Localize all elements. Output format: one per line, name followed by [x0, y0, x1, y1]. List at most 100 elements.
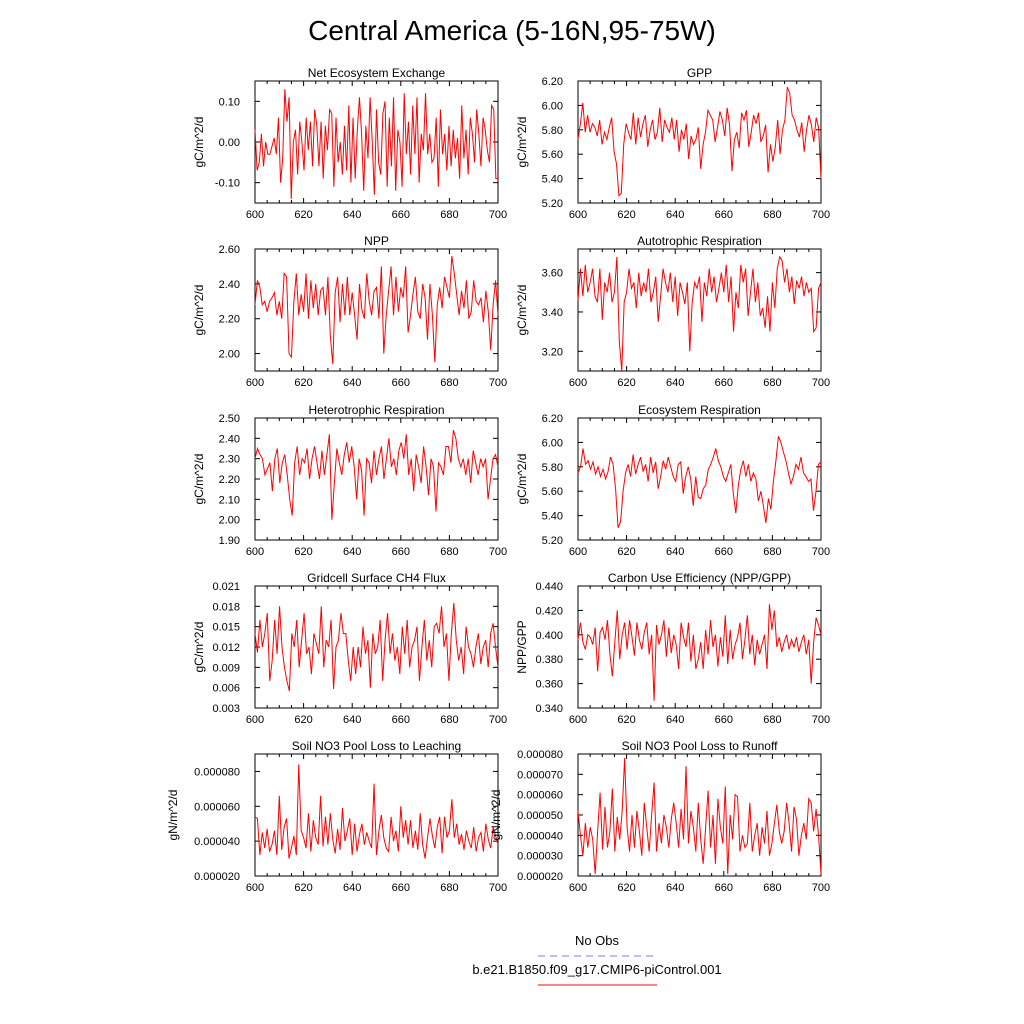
chart-panel: Gridcell Surface CH4 Flux 600 620 640 660 680… — [192, 571, 507, 726]
y-tick-label: 0.000020 — [194, 871, 240, 883]
x-tick-label: 620 — [294, 209, 312, 221]
series-line — [577, 436, 822, 528]
x-tick-label: 640 — [666, 882, 684, 894]
x-tick-label: 620 — [617, 882, 635, 894]
legend-model-label: b.e21.B1850.f09_g17.CMIP6-piControl.001 — [472, 962, 721, 977]
x-tick-label: 700 — [489, 209, 507, 221]
x-tick-label: 680 — [763, 882, 781, 894]
series-line — [577, 604, 822, 701]
y-tick-label: 0.340 — [535, 703, 563, 715]
series-line — [577, 86, 822, 197]
x-tick-label: 680 — [763, 546, 781, 558]
y-tick-label: 2.00 — [219, 349, 240, 361]
chart-panel: Carbon Use Efficiency (NPP/GPP) 600 620 640… — [515, 571, 830, 726]
y-tick-label: 0.00 — [219, 137, 240, 149]
chart-panel: Autotrophic Respiration 600 620 640 660 680 70… — [515, 234, 830, 389]
x-tick-label: 620 — [294, 882, 312, 894]
plot-frame — [577, 248, 822, 372]
x-tick-label: 660 — [715, 546, 733, 558]
x-tick-label: 600 — [246, 209, 264, 221]
figure-title: Central America (5-16N,95-75W) — [308, 15, 716, 46]
y-axis-label: NPP/GPP — [515, 620, 529, 673]
panel-title: Soil NO3 Pool Loss to Leaching — [292, 739, 461, 753]
x-tick-label: 600 — [246, 546, 264, 558]
legend: No Obs b.e21.B1850.f09_g17.CMIP6-piContr… — [472, 933, 722, 986]
y-tick-label: 2.30 — [219, 454, 240, 466]
x-tick-label: 640 — [666, 714, 684, 726]
series-line — [254, 602, 499, 692]
y-axis-label: gN/m^2/d — [166, 790, 180, 841]
x-tick-label: 660 — [715, 714, 733, 726]
x-tick-label: 700 — [489, 377, 507, 389]
x-tick-label: 600 — [569, 546, 587, 558]
series-line — [577, 255, 822, 372]
x-tick-label: 700 — [812, 882, 830, 894]
y-tick-label: 0.009 — [212, 662, 240, 674]
chart-panel: Ecosystem Respiration 600 620 640 660 680 700 5… — [515, 403, 830, 558]
y-tick-label: 5.40 — [542, 511, 563, 523]
x-tick-label: 700 — [812, 209, 830, 221]
x-tick-label: 660 — [392, 377, 410, 389]
chart-panel: Heterotrophic Respiration 600 620 640 660 680… — [192, 403, 507, 558]
x-tick-label: 620 — [294, 714, 312, 726]
x-tick-label: 700 — [812, 546, 830, 558]
y-tick-label: 0.000060 — [517, 790, 563, 802]
y-tick-label: 0.000080 — [194, 766, 240, 778]
x-tick-label: 600 — [246, 882, 264, 894]
y-tick-label: 5.60 — [542, 486, 563, 498]
panel-title: GPP — [687, 66, 712, 80]
x-tick-label: 600 — [569, 377, 587, 389]
y-tick-label: 2.60 — [219, 244, 240, 256]
y-tick-label: 0.380 — [535, 654, 563, 666]
x-tick-label: 680 — [440, 377, 458, 389]
y-tick-label: -0.10 — [215, 178, 240, 190]
x-tick-label: 640 — [343, 209, 361, 221]
panel-title: NPP — [364, 234, 389, 248]
y-tick-label: 6.00 — [542, 100, 563, 112]
y-tick-label: 2.40 — [219, 433, 240, 445]
x-tick-label: 660 — [392, 209, 410, 221]
y-tick-label: 0.360 — [535, 679, 563, 691]
series-line — [254, 764, 499, 859]
x-tick-label: 600 — [246, 714, 264, 726]
x-tick-label: 660 — [715, 377, 733, 389]
series-line — [254, 89, 498, 199]
y-tick-label: 5.80 — [542, 462, 563, 474]
x-tick-label: 680 — [440, 546, 458, 558]
y-tick-label: 2.40 — [219, 279, 240, 291]
x-tick-label: 600 — [569, 209, 587, 221]
chart-panel: NPP 600 620 640 660 680 700 2.00 2.20 2.40 2.60 gC/… — [192, 234, 507, 389]
y-tick-label: 3.20 — [542, 346, 563, 358]
x-tick-label: 660 — [392, 546, 410, 558]
x-tick-label: 600 — [569, 714, 587, 726]
x-tick-label: 620 — [294, 546, 312, 558]
legend-obs-label: No Obs — [575, 933, 620, 948]
y-tick-label: 0.006 — [212, 683, 240, 695]
y-tick-label: 0.000060 — [194, 801, 240, 813]
x-tick-label: 700 — [812, 377, 830, 389]
y-tick-label: 6.00 — [542, 437, 563, 449]
y-tick-label: 0.400 — [535, 630, 563, 642]
chart-panel: GPP 600 620 640 660 680 700 5.20 5.40 5.60 5.80 6.0… — [515, 66, 830, 221]
y-tick-label: 3.60 — [542, 268, 563, 280]
x-tick-label: 640 — [343, 714, 361, 726]
plot-frame — [254, 417, 499, 541]
y-tick-label: 0.000070 — [517, 769, 563, 781]
y-tick-label: 3.40 — [542, 307, 563, 319]
x-tick-label: 620 — [617, 714, 635, 726]
y-axis-label: gC/m^2/d — [192, 622, 206, 673]
y-tick-label: 5.20 — [542, 198, 563, 210]
x-tick-label: 660 — [392, 714, 410, 726]
chart-panel: Soil NO3 Pool Loss to Leaching 600 620 640 6… — [166, 739, 507, 894]
y-tick-label: 2.00 — [219, 515, 240, 527]
x-tick-label: 700 — [489, 714, 507, 726]
x-tick-label: 640 — [666, 209, 684, 221]
y-tick-label: 0.015 — [212, 622, 240, 634]
x-tick-label: 680 — [763, 209, 781, 221]
panel-title: Heterotrophic Respiration — [308, 403, 444, 417]
x-tick-label: 680 — [440, 714, 458, 726]
panel-title: Ecosystem Respiration — [638, 403, 761, 417]
panel-title: Net Ecosystem Exchange — [308, 66, 446, 80]
chart-panel: Net Ecosystem Exchange 600 620 640 660 680 700… — [192, 66, 507, 221]
